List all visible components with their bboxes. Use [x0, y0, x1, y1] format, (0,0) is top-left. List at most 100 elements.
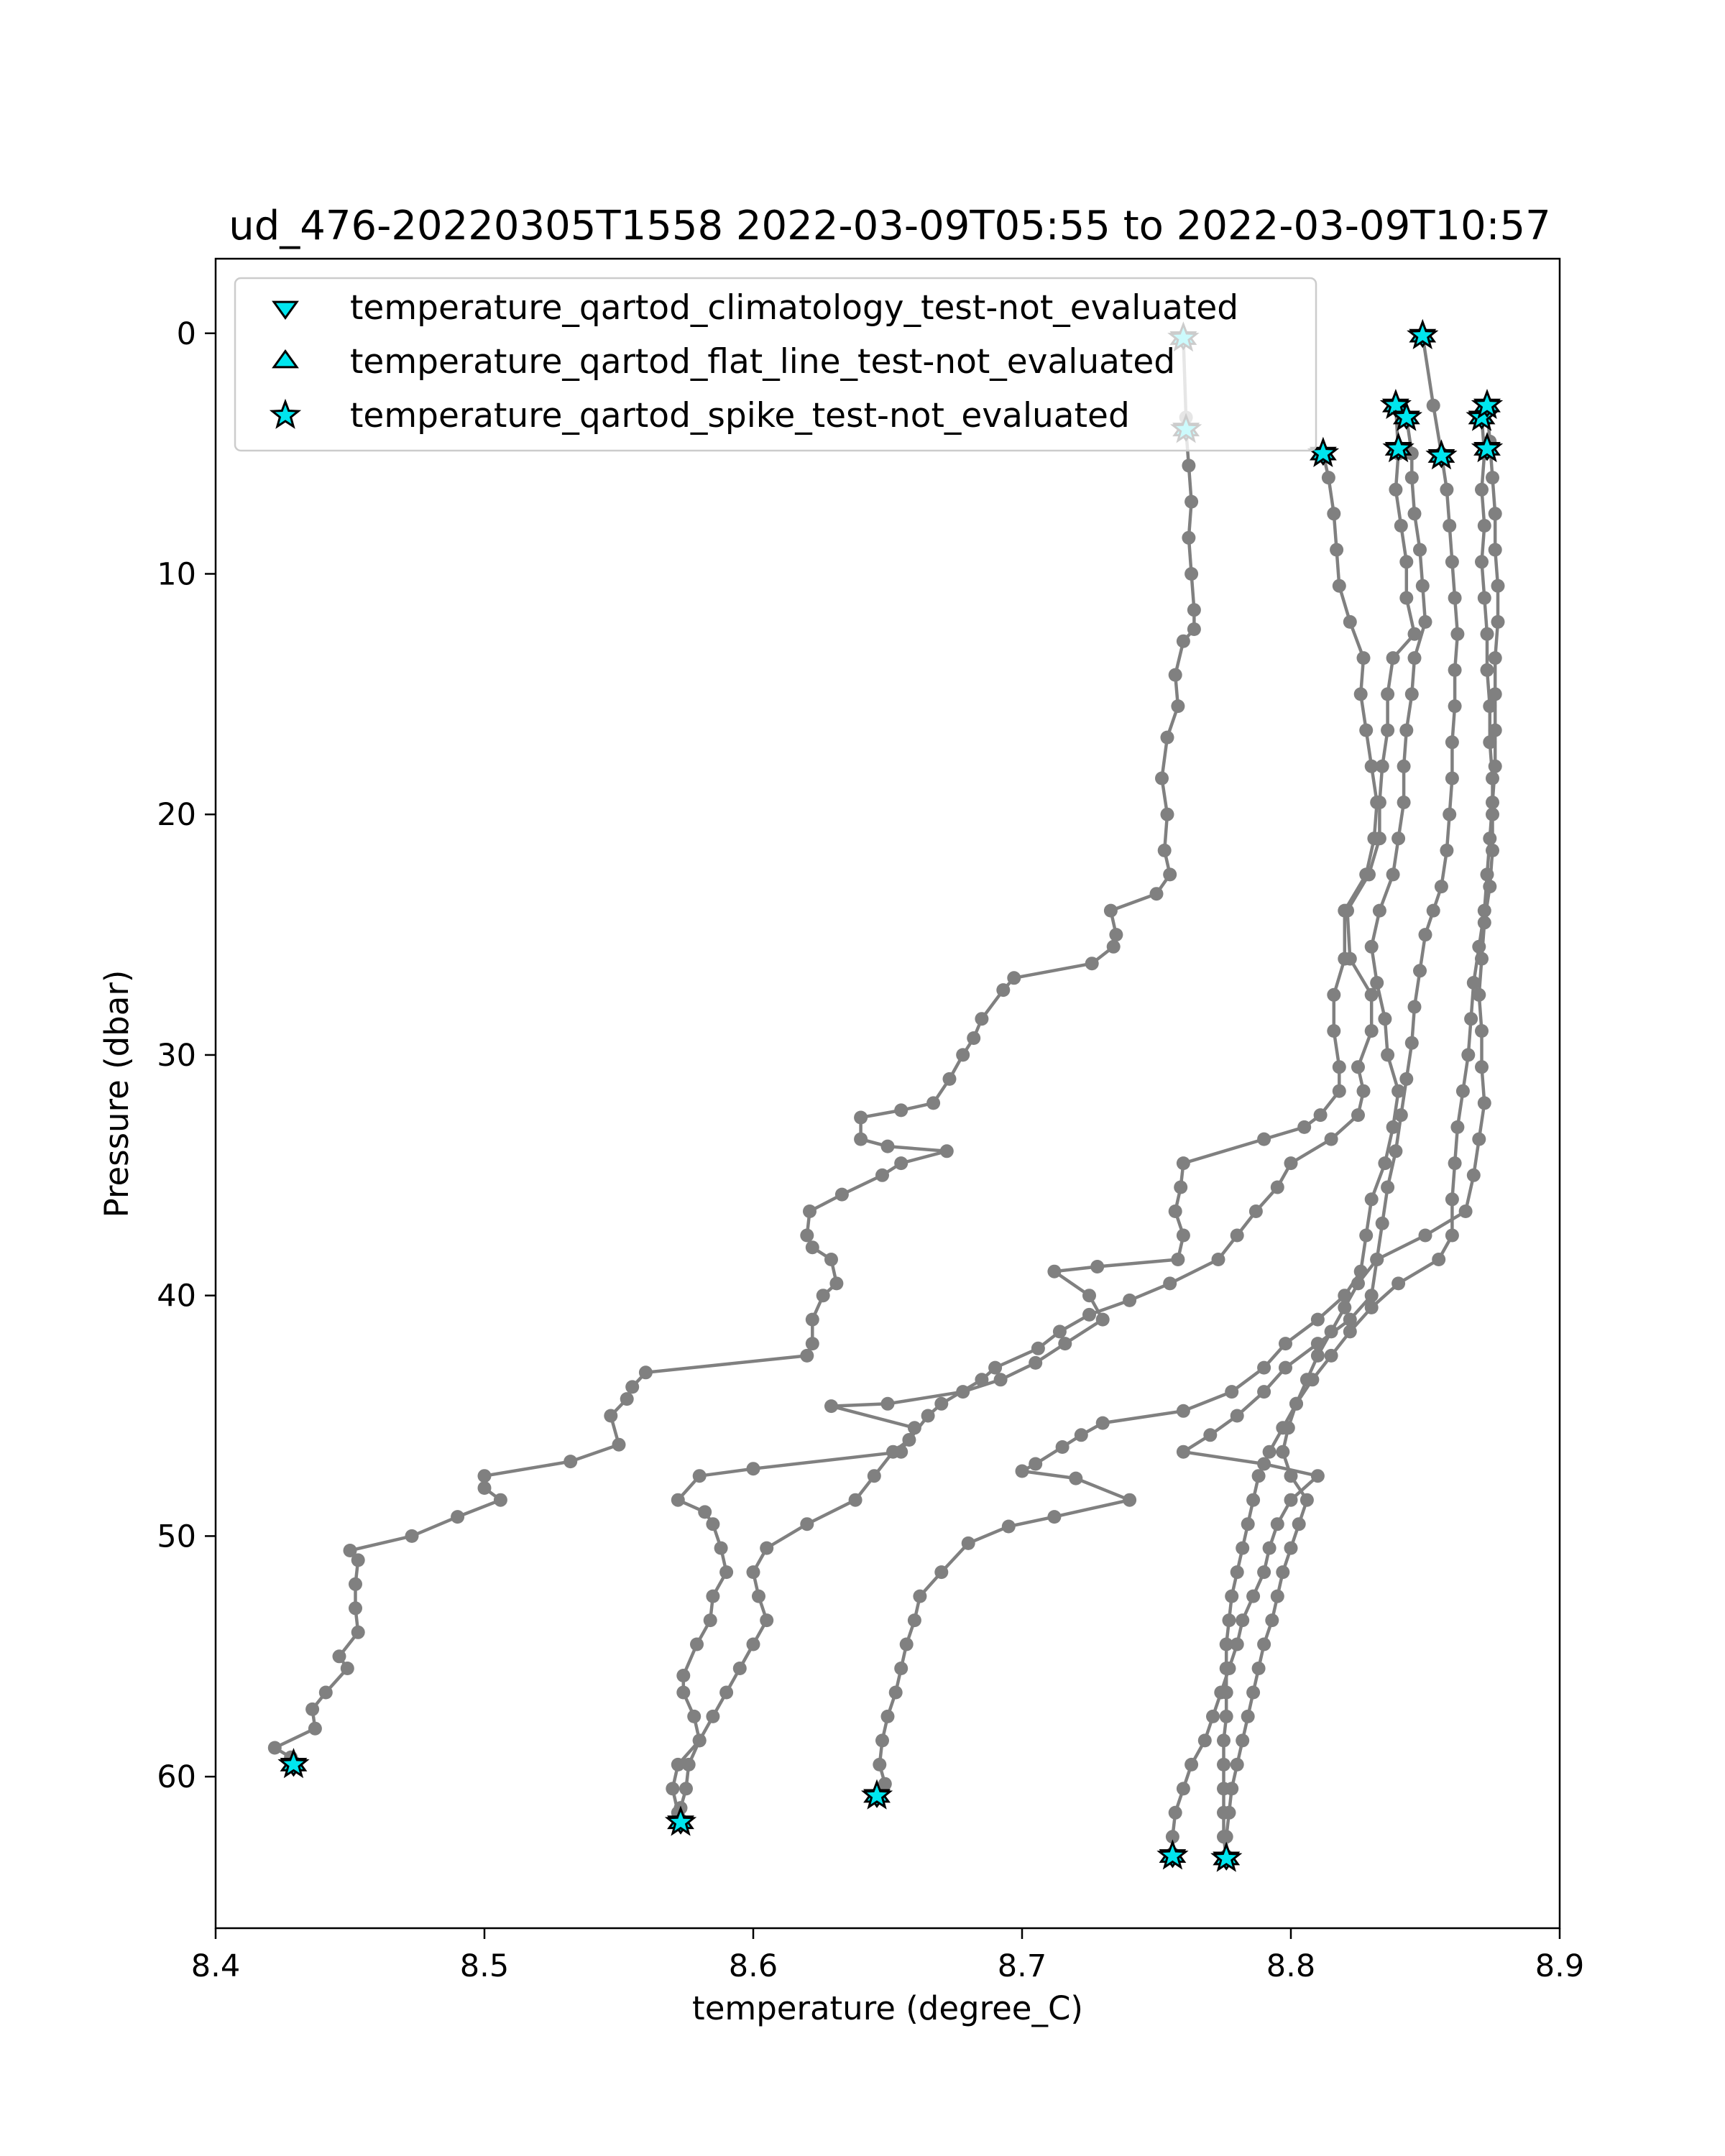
profile-point — [1404, 446, 1419, 461]
y-axis-label: Pressure (dbar) — [98, 970, 136, 1218]
profile-point — [1458, 1204, 1473, 1218]
profile-point — [873, 1757, 887, 1772]
y-axis-ticks: 0 10 20 30 40 50 60 — [157, 316, 216, 1795]
profile-point — [332, 1649, 346, 1664]
profile-point — [1123, 1493, 1137, 1507]
profile-point — [934, 1565, 949, 1580]
spike-flag-marker — [1390, 400, 1422, 431]
profile-point — [1257, 1360, 1271, 1375]
profile-point — [1375, 1216, 1389, 1230]
profile-point — [1364, 1289, 1379, 1303]
profile-point — [1466, 1168, 1481, 1182]
profile-point — [638, 1365, 653, 1380]
profile-point — [1276, 1445, 1290, 1459]
profile-point — [1418, 614, 1432, 629]
profile-point — [1029, 1457, 1043, 1471]
profile-point — [1155, 771, 1169, 786]
spike-flag-marker — [1156, 1839, 1189, 1870]
profile-point — [1246, 1589, 1261, 1603]
profile-point — [1168, 1204, 1182, 1218]
profile-point — [1262, 1445, 1276, 1459]
profile-point — [1082, 1289, 1096, 1303]
profile-point — [679, 1782, 693, 1796]
profile-point — [875, 1733, 889, 1748]
profile-point — [1171, 699, 1185, 714]
profile-point — [1466, 976, 1481, 990]
profile-point — [1168, 1805, 1182, 1820]
profile-point — [1257, 1385, 1271, 1399]
profile-point — [1399, 591, 1414, 605]
profile-point — [1378, 1156, 1392, 1171]
profile-point — [1378, 1012, 1392, 1026]
profile-point — [1491, 614, 1505, 629]
profile-point — [703, 1613, 717, 1628]
profile-point — [676, 1685, 691, 1700]
profile-point — [1480, 867, 1494, 882]
profile-point — [899, 1637, 914, 1651]
profile-point — [1483, 735, 1497, 750]
profile-point — [1392, 1276, 1406, 1291]
profile-point — [1310, 1348, 1325, 1363]
profile-point — [1095, 1416, 1110, 1430]
profile-point — [1448, 663, 1462, 677]
profile-point — [1475, 1060, 1489, 1074]
profile-point — [961, 1536, 975, 1550]
profile-point — [1055, 1440, 1070, 1454]
profile-point — [1230, 1565, 1244, 1580]
profile-point — [1343, 952, 1357, 966]
profile-point — [732, 1662, 747, 1675]
profile-point — [1206, 1709, 1220, 1723]
profile-point — [1386, 867, 1400, 882]
profile-point — [1157, 843, 1172, 857]
profile-point — [405, 1529, 419, 1543]
profile-point — [1332, 1060, 1346, 1074]
profile-point — [1327, 507, 1341, 521]
profile-point — [805, 1240, 819, 1255]
profile-point — [1488, 507, 1502, 521]
profile-point — [1364, 939, 1379, 954]
profile-point — [1219, 1637, 1233, 1651]
profile-point — [477, 1469, 492, 1483]
profile-point — [1343, 614, 1357, 629]
profile-point — [1197, 1733, 1212, 1748]
chart-title: ud_476-20220305T1558 2022-03-09T05:55 to… — [229, 203, 1551, 249]
profile-point — [1176, 1404, 1190, 1418]
spike-flag-marker — [277, 1748, 310, 1779]
profile-point — [1310, 1469, 1325, 1483]
profile-point — [1251, 1469, 1266, 1483]
profile-point — [907, 1613, 921, 1628]
profile-point — [1332, 579, 1346, 593]
profile-point — [967, 1031, 981, 1045]
profile-point — [1182, 530, 1196, 545]
spike-flag-marker — [1425, 439, 1458, 470]
profile-point — [848, 1493, 862, 1507]
profile-point — [1168, 668, 1182, 682]
profile-point — [1364, 987, 1379, 1002]
spike-flag-marker — [1407, 318, 1439, 349]
spike-flag-marker — [1210, 1841, 1243, 1872]
profile-point — [1257, 1637, 1271, 1651]
profile-line — [671, 405, 1417, 1823]
profile-point — [1174, 1180, 1188, 1194]
profile-point — [824, 1399, 838, 1414]
profile-point — [1359, 1228, 1374, 1243]
profile-point — [1074, 1428, 1088, 1442]
profile-point — [1090, 1260, 1105, 1273]
profile-point — [1270, 1517, 1284, 1531]
profile-point — [1330, 543, 1344, 557]
profile-point — [956, 1048, 970, 1062]
profile-point — [1052, 1325, 1067, 1339]
profile-point — [1265, 1613, 1279, 1628]
profile-point — [921, 1409, 935, 1423]
profile-point — [942, 1072, 957, 1086]
profile-point — [1257, 1565, 1271, 1580]
profile-point — [706, 1517, 720, 1531]
profile-point — [939, 1144, 954, 1158]
profile-point — [824, 1253, 838, 1266]
profile-point — [1241, 1517, 1255, 1531]
profile-point — [1123, 1293, 1137, 1307]
profile-point — [1407, 651, 1422, 665]
profile-series-1 — [267, 331, 1201, 1769]
profile-point — [1491, 579, 1505, 593]
spike-flag-marker — [1471, 388, 1504, 420]
